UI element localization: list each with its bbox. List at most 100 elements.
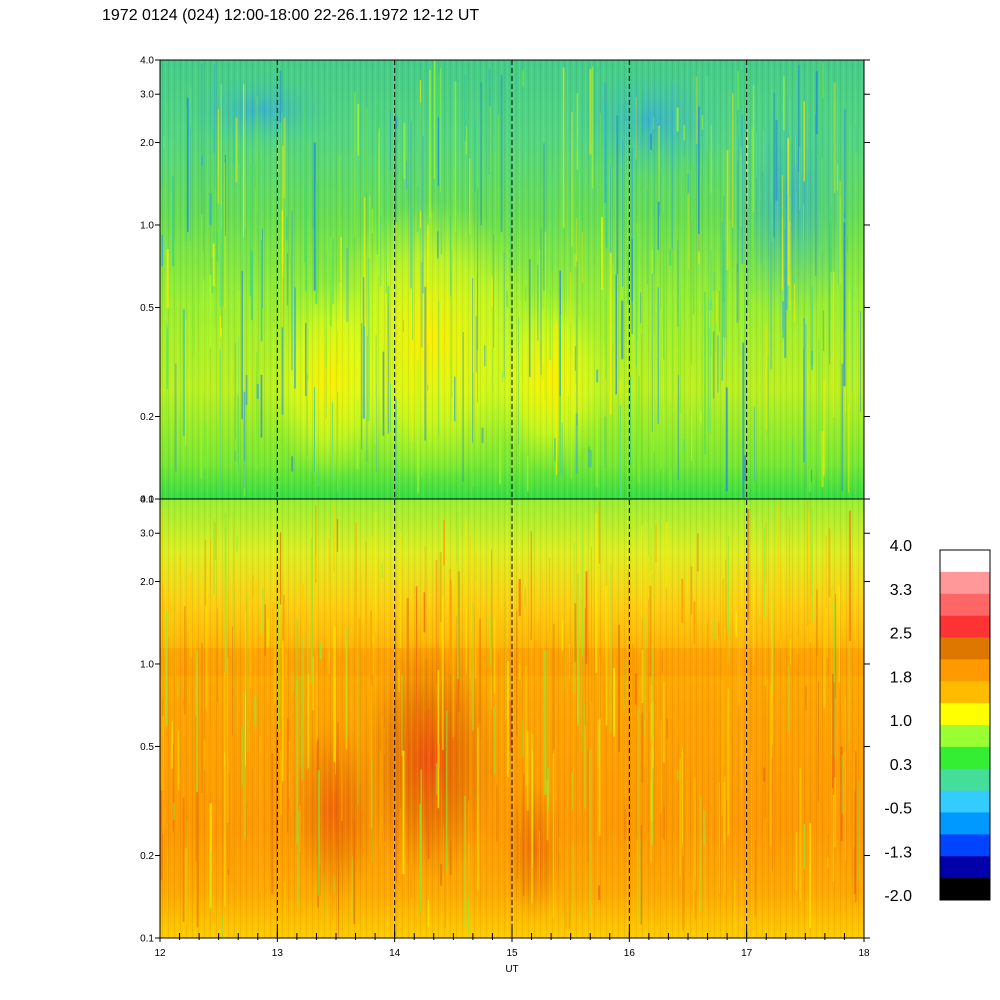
top-streak <box>325 254 327 418</box>
top-streak <box>492 349 494 393</box>
top-streak <box>402 320 404 332</box>
bottom-streak <box>307 673 309 768</box>
bottom-streak <box>180 826 182 884</box>
top-streak <box>454 81 457 232</box>
bottom-streak <box>262 588 264 634</box>
top-streak <box>792 438 794 483</box>
bottom-streak <box>254 695 257 727</box>
top-streak <box>494 152 496 198</box>
top-streak <box>420 460 423 478</box>
bottom-streak <box>753 516 755 647</box>
top-streak <box>222 211 224 306</box>
bottom-streak <box>516 809 518 879</box>
bottom-streak <box>260 756 262 892</box>
top-streak <box>454 376 456 422</box>
top-streak <box>823 380 825 476</box>
bottom-streak <box>753 537 754 665</box>
top-streak <box>189 87 192 127</box>
top-streak <box>396 222 397 238</box>
top-streak <box>740 147 742 227</box>
top-streak <box>781 175 783 290</box>
bottom-streak <box>682 748 683 845</box>
top-streak <box>412 208 414 341</box>
bottom-streak <box>811 509 813 623</box>
top-streak <box>715 292 718 324</box>
colorbar-swatch <box>940 637 990 660</box>
colorbar-swatch <box>940 834 990 857</box>
top-streak <box>465 126 467 155</box>
bottom-streak <box>299 805 301 853</box>
top-streak <box>601 216 603 290</box>
bottom-streak <box>511 709 513 737</box>
top-streak <box>746 135 748 172</box>
top-streak <box>431 209 433 317</box>
top-streak <box>214 189 217 328</box>
bottom-streak <box>655 524 657 563</box>
bottom-streak <box>821 754 824 798</box>
bottom-streak <box>370 610 372 758</box>
top-streak <box>709 297 712 356</box>
bottom-streak <box>660 720 662 813</box>
top-streak <box>244 83 246 228</box>
bottom-streak <box>834 777 836 848</box>
top-streak <box>811 469 812 482</box>
bottom-streak <box>690 566 693 615</box>
bottom-streak <box>332 837 334 920</box>
top-streak <box>751 315 753 328</box>
bottom-streak <box>632 656 635 734</box>
top-streak <box>795 191 797 329</box>
top-streak <box>837 196 840 285</box>
top-streak <box>677 375 679 481</box>
top-streak <box>574 254 577 267</box>
bottom-streak <box>533 501 535 553</box>
bottom-streak <box>317 770 320 896</box>
bottom-streak <box>177 740 180 898</box>
bottom-streak <box>747 509 750 621</box>
bottom-streak <box>833 601 836 758</box>
bottom-streak <box>577 574 579 727</box>
y-tick-label: 0.2 <box>140 412 154 423</box>
bottom-streak <box>398 669 400 692</box>
bottom-streak <box>383 727 385 755</box>
bottom-streak <box>395 811 398 884</box>
bottom-streak <box>807 782 809 892</box>
top-streak <box>366 336 368 462</box>
top-streak <box>489 105 491 173</box>
axes: 0.10.20.51.02.03.04.00.10.20.51.02.03.04… <box>140 56 870 959</box>
bottom-streak <box>587 750 589 863</box>
top-streak <box>543 270 545 310</box>
bottom-streak <box>831 674 834 789</box>
bottom-streak <box>419 803 422 913</box>
top-streak <box>313 387 315 473</box>
y-tick-label: 2.0 <box>140 138 154 149</box>
bottom-streak <box>835 593 836 699</box>
top-streak <box>476 188 479 351</box>
colorbar-swatch <box>940 550 990 573</box>
top-streak <box>669 249 672 266</box>
top-streak <box>220 316 222 337</box>
top-streak <box>209 193 212 225</box>
bottom-streak <box>209 852 212 912</box>
top-streak <box>851 277 853 392</box>
top-streak <box>363 197 366 327</box>
top-streak <box>387 286 390 434</box>
top-streak <box>380 215 382 287</box>
top-streak <box>755 131 758 178</box>
top-streak <box>784 229 787 358</box>
top-streak <box>293 281 295 370</box>
bottom-streak <box>472 602 474 731</box>
bottom-streak <box>285 653 287 678</box>
top-streak <box>332 400 333 451</box>
bottom-streak <box>516 610 518 736</box>
top-streak <box>770 88 773 242</box>
top-streak <box>337 331 338 364</box>
bottom-streak <box>795 832 798 891</box>
top-streak <box>781 329 784 341</box>
top-streak <box>723 196 725 337</box>
top-streak <box>739 238 741 320</box>
bottom-streak <box>641 526 643 620</box>
top-streak <box>469 158 471 235</box>
bottom-streak <box>723 782 726 845</box>
top-streak <box>317 471 320 487</box>
top-streak <box>683 124 685 141</box>
